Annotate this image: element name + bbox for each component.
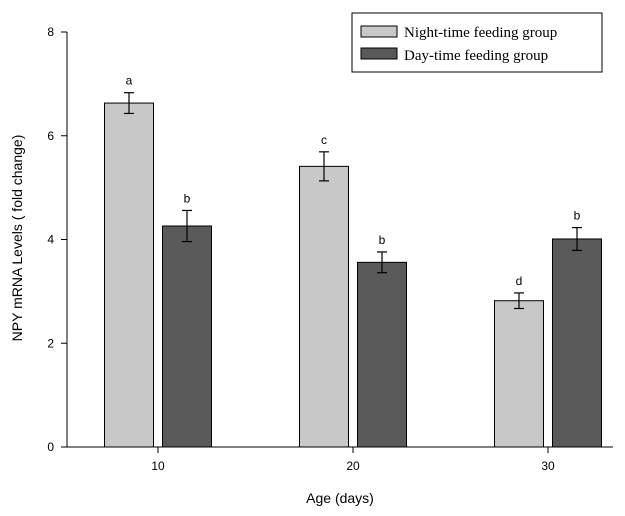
legend-swatch-day [360, 47, 398, 60]
legend-label-day: Day-time feeding group [404, 48, 548, 64]
bar [552, 238, 602, 448]
x-tick-label: 30 [541, 459, 555, 473]
y-tick-label: 6 [47, 129, 54, 143]
bar [104, 102, 154, 448]
y-tick-label: 4 [47, 233, 54, 247]
y-tick-label: 8 [47, 25, 54, 39]
legend-swatch-night [360, 25, 398, 38]
legend-box [351, 12, 603, 73]
legend: Night-time feeding group Day-time feedin… [351, 12, 603, 73]
bar [299, 165, 349, 448]
x-axis-label: Age (days) [306, 490, 374, 506]
significance-label: a [126, 74, 133, 88]
significance-label: b [379, 233, 386, 247]
y-axis-label: NPY mRNA Levels ( fold change) [9, 135, 25, 342]
x-tick-label: 10 [151, 459, 165, 473]
bar [357, 261, 407, 448]
y-tick-label: 0 [47, 440, 54, 454]
significance-label: b [184, 191, 191, 205]
x-tick-label: 20 [346, 459, 360, 473]
y-tick-label: 2 [47, 336, 54, 350]
y-axis: 0 2 4 6 8 [47, 25, 68, 454]
bar [494, 300, 544, 448]
bar [162, 225, 212, 448]
significance-label: d [516, 274, 523, 288]
significance-label: c [321, 133, 327, 147]
legend-label-night: Night-time feeding group [404, 25, 557, 41]
significance-label: b [574, 209, 581, 223]
x-axis: 10 20 30 [67, 446, 613, 473]
